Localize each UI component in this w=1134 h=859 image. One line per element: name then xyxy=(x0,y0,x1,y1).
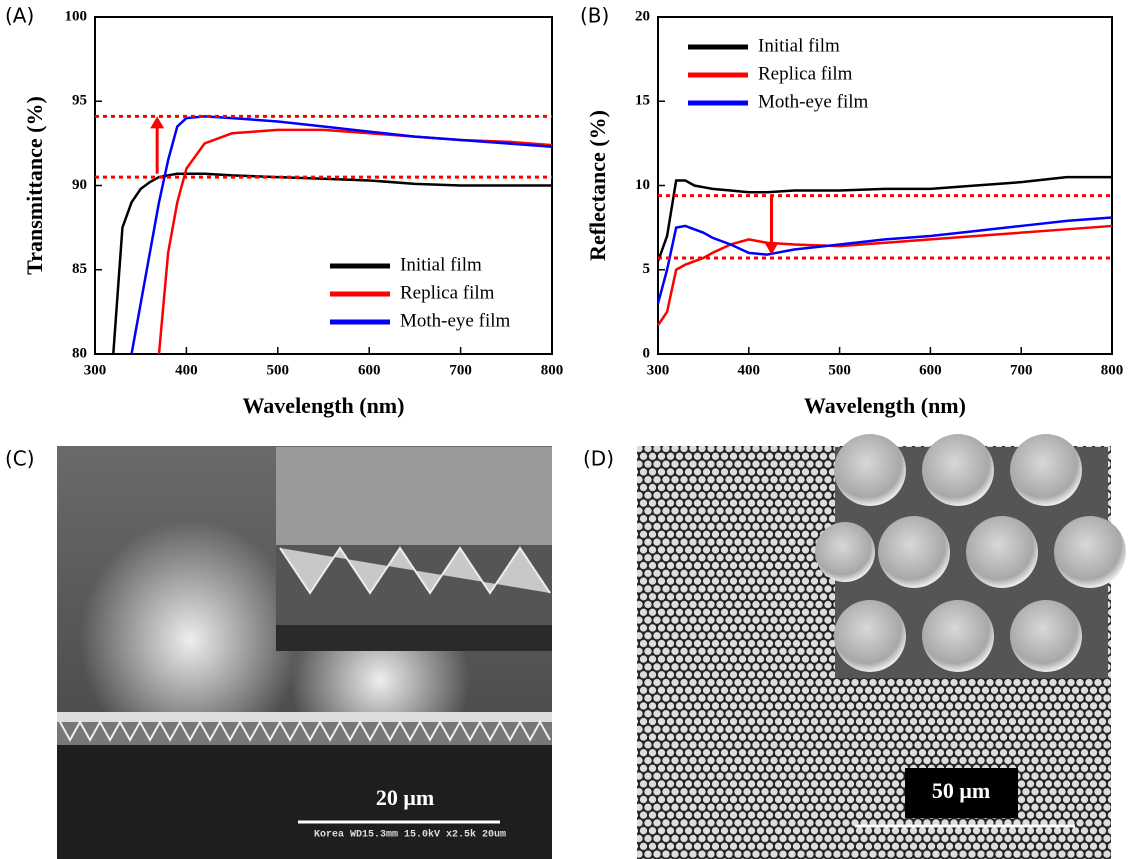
y-tick-label: 15 xyxy=(635,93,650,109)
sem-footer: Korea WD15.3mm 15.0kV x2.5k 20um xyxy=(314,829,506,841)
legend-label: Moth-eye film xyxy=(400,310,511,331)
x-tick-label: 600 xyxy=(919,362,942,378)
panel-label: (D) xyxy=(583,447,614,471)
x-axis-title: Wavelength (nm) xyxy=(804,393,966,418)
x-tick-label: 500 xyxy=(267,362,290,378)
x-tick-label: 300 xyxy=(84,362,107,378)
figure: (A)30040050060070080080859095100Waveleng… xyxy=(0,0,1134,859)
series-line xyxy=(658,226,1112,325)
y-tick-label: 20 xyxy=(635,8,650,24)
x-tick-label: 400 xyxy=(738,362,761,378)
y-tick-label: 0 xyxy=(643,345,651,361)
y-axis-title: Reflectance (%) xyxy=(585,110,610,261)
y-tick-label: 90 xyxy=(72,177,87,193)
x-tick-label: 800 xyxy=(1101,362,1124,378)
x-tick-label: 400 xyxy=(175,362,198,378)
x-tick-label: 800 xyxy=(541,362,564,378)
y-axis-title: Transmittance (%) xyxy=(22,96,47,275)
y-tick-label: 95 xyxy=(72,93,87,109)
panel-label: (A) xyxy=(5,4,34,28)
legend-label: Initial film xyxy=(400,254,482,275)
legend-label: Initial film xyxy=(758,35,840,56)
scale-bar-label: 20 μm xyxy=(376,785,434,810)
x-tick-label: 600 xyxy=(358,362,381,378)
y-tick-label: 85 xyxy=(72,261,87,277)
sem-image-c xyxy=(57,446,552,859)
y-tick-label: 5 xyxy=(643,261,651,277)
series-line xyxy=(658,177,1112,261)
scale-bar-label: 50 μm xyxy=(932,778,990,803)
x-tick-label: 700 xyxy=(1010,362,1033,378)
plot-frame xyxy=(658,17,1112,354)
y-tick-label: 10 xyxy=(635,177,650,193)
legend-label: Moth-eye film xyxy=(758,91,869,112)
arrow-head xyxy=(150,116,164,128)
y-tick-label: 100 xyxy=(65,8,88,24)
panel-label: (C) xyxy=(5,447,35,471)
y-tick-label: 80 xyxy=(72,345,87,361)
sem-image-d xyxy=(637,434,1126,859)
x-tick-label: 300 xyxy=(647,362,670,378)
x-tick-label: 700 xyxy=(449,362,472,378)
legend-label: Replica film xyxy=(758,63,853,84)
x-axis-title: Wavelength (nm) xyxy=(243,393,405,418)
legend-label: Replica film xyxy=(400,282,495,303)
panel-label: (B) xyxy=(580,4,609,28)
x-tick-label: 500 xyxy=(828,362,851,378)
